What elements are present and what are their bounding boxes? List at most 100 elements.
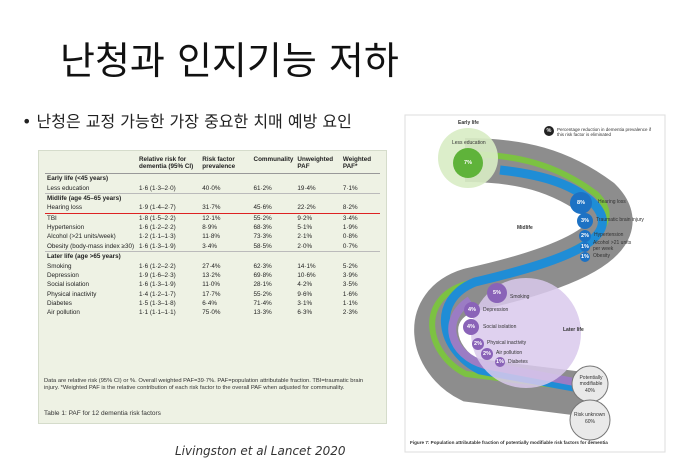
percent-label: 7%	[464, 160, 472, 166]
percent-label: 4%	[467, 324, 475, 330]
table-cell: 62·3%	[253, 262, 272, 270]
table-cell: 61·2%	[253, 184, 272, 192]
circle	[569, 399, 611, 441]
paf-table: Relative risk for dementia (95% CI) Risk …	[45, 155, 380, 318]
figure-label: Less education	[452, 140, 486, 146]
table-cell: 8·9%	[202, 224, 217, 232]
circle	[579, 230, 591, 242]
table-cell: 10·6%	[297, 271, 316, 279]
figure-label: Early life	[458, 120, 479, 126]
table-cell: 1·6 (1·3–1·9)	[139, 242, 176, 250]
slide-title: 난청과 인지기능 저하	[60, 39, 399, 83]
table-cell: Depression	[47, 271, 79, 279]
table-cell: 19·4%	[297, 184, 316, 192]
figure-label: Hearing loss	[598, 199, 626, 205]
table-cell: 13·2%	[202, 271, 221, 279]
header-row: Relative risk for dementia (95% CI) Risk …	[45, 155, 380, 174]
table-cell: 3·4%	[342, 214, 358, 222]
table-cell: 1·5 (1·3–1·8)	[139, 300, 176, 308]
table-cell: 1·6 (1·3–1·9)	[139, 281, 176, 289]
table-cell: 1·2 (1·1–1·3)	[139, 233, 176, 241]
table-cell: Hearing loss	[45, 203, 137, 214]
circle	[580, 252, 590, 262]
circle	[481, 348, 493, 360]
table-cell: 12·1%	[202, 214, 221, 222]
table-cell: 4·2%	[297, 281, 313, 289]
table-image: Relative risk for dementia (95% CI) Risk …	[38, 150, 387, 424]
table-row: Social isolation 1·6 (1·3–1·9) 11·0% 28·1% 4…	[45, 280, 380, 289]
table-cell: 58·5%	[253, 242, 272, 250]
figure-label: Hypertension	[594, 232, 624, 238]
table-cell: 7·1%	[342, 184, 358, 192]
table-cell: 69·8%	[253, 271, 272, 279]
table-cell: 9·6%	[297, 290, 313, 298]
circle	[580, 242, 590, 252]
section-row: Midlife (age 45–65 years)	[45, 192, 380, 204]
table-row: Hearing loss 1·9 (1·4–2·7) 31·7% 45·6% 22·2%…	[45, 203, 380, 214]
table-cell: 0·8%	[342, 233, 358, 241]
table-cell: Social isolation	[47, 281, 90, 289]
table-cell: 9·2%	[297, 214, 313, 222]
band-stripe	[440, 165, 607, 395]
table-cell: Diabetes	[47, 300, 72, 308]
legend-circle	[544, 126, 554, 136]
table-cell: 2·0%	[297, 242, 313, 250]
table-cell: 1·6%	[342, 290, 358, 298]
table-cell: 73·3%	[253, 233, 272, 241]
table-row: Smoking 1·6 (1·2–2·2) 27·4% 62·3% 14·1% 5·2%	[45, 261, 380, 270]
section-label: Later life (age >65 years)	[45, 251, 380, 262]
figure-label: Social isolation	[483, 324, 517, 330]
table-row: Less education 1·6 (1·3–2·0) 40·0% 61·2% 19·…	[45, 183, 380, 193]
bullet-point: • 난청은 교정 가능한 가장 중요한 치매 예방 요인	[22, 112, 352, 131]
midlife-circles	[570, 192, 593, 262]
figure-label: Diabetes	[508, 359, 528, 365]
table-cell: 55·2%	[253, 290, 272, 298]
figure-label: 40%	[585, 388, 596, 394]
table-cell: Physical inactivity	[47, 290, 97, 298]
figure-label: Percentage reduction in dementia prevale…	[557, 127, 652, 138]
table-cell: 71·4%	[253, 300, 272, 308]
table-cell: 5·1%	[297, 224, 313, 232]
section-row: Later life (age >65 years)	[45, 251, 380, 262]
percent-label: 4%	[468, 307, 476, 313]
table-cell: Air pollution	[47, 309, 80, 317]
table-cell: Obesity (body-mass index ≥30)	[47, 242, 135, 250]
table-cell: 8·2%	[340, 203, 380, 214]
table-cell: 3·4%	[202, 242, 217, 250]
table-cell: 55·2%	[253, 214, 272, 222]
table-cell: 1·1%	[342, 300, 358, 308]
table-cell: 0·7%	[342, 242, 358, 250]
table-cell: Alcohol (>21 units/week)	[47, 233, 116, 241]
percent-label: 2%	[483, 351, 491, 357]
percent-label: 2%	[581, 233, 589, 239]
table-cell: Less education	[47, 184, 90, 192]
figure-label: Traumatic brain injury	[596, 217, 644, 223]
table-cell: 1·6 (1·3–2·0)	[139, 184, 176, 192]
percent-label: 2%	[474, 341, 482, 347]
table-cell: Smoking	[47, 262, 72, 270]
percent-label: 3%	[581, 218, 589, 224]
figure-label: Obesity	[593, 253, 610, 259]
table-cell: Hypertension	[47, 224, 85, 232]
table-cell: 1·9 (1·4–2·7)	[137, 203, 201, 214]
table-row: Alcohol (>21 units/week) 1·2 (1·1–1·3) 11·…	[45, 232, 380, 241]
table-cell: 27·4%	[202, 262, 221, 270]
percent-label: 8%	[577, 200, 585, 206]
table-cell: 1·1 (1·1–1·1)	[139, 309, 176, 317]
table-cell: 1·9 (1·6–2·3)	[139, 271, 176, 279]
circle	[463, 319, 479, 335]
circle	[453, 148, 483, 178]
figure-label: Physical inactivity	[487, 340, 527, 346]
table-cell: 5·2%	[342, 262, 358, 270]
table-row: Diabetes 1·5 (1·3–1·8) 6·4% 71·4% 3·1% 1·1%	[45, 299, 380, 308]
table-cell: 13·3%	[253, 309, 272, 317]
figure-label: 60%	[585, 419, 596, 425]
table-cell: 68·3%	[253, 224, 272, 232]
percent-label: 1%	[496, 359, 504, 365]
table-cell: 6·3%	[297, 309, 313, 317]
figure-label: Air pollution	[496, 350, 523, 356]
section-label: Early life (<45 years)	[45, 173, 380, 184]
figure-label: Midlife	[517, 225, 533, 231]
